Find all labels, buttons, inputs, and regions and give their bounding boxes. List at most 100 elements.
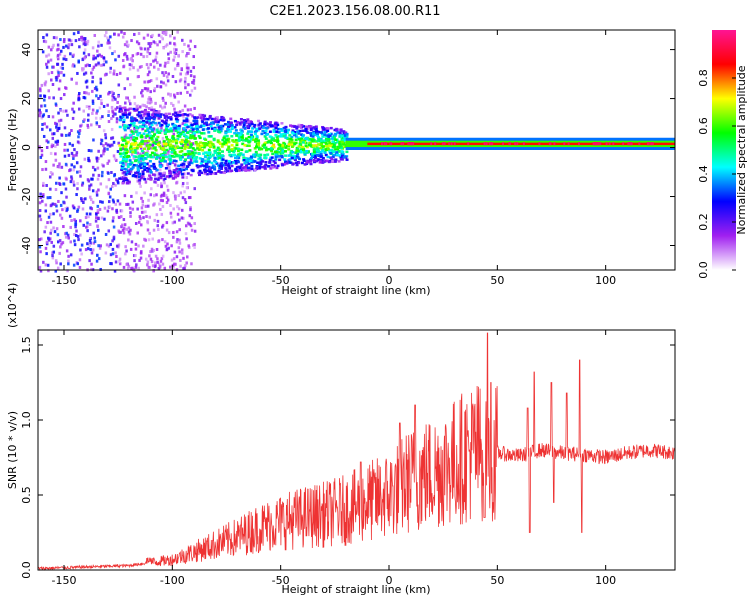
- heatmap-cell: [108, 46, 112, 50]
- heatmap-cell: [212, 145, 216, 148]
- heatmap-cell: [245, 150, 249, 153]
- heatmap-cell: [80, 123, 84, 127]
- heatmap-cell: [71, 204, 75, 208]
- heatmap-cell: [48, 96, 51, 100]
- heatmap-cell: [191, 128, 195, 131]
- heatmap-cell: [72, 154, 76, 158]
- heatmap-cell: [138, 164, 142, 168]
- heatmap-cell: [160, 182, 163, 186]
- heatmap-cell: [287, 128, 291, 132]
- heatmap-cell: [40, 104, 43, 108]
- heatmap-cell: [132, 254, 136, 258]
- heatmap-cell: [276, 138, 280, 141]
- heatmap-cell: [184, 152, 188, 156]
- heatmap-cell: [294, 135, 298, 138]
- heatmap-cell: [196, 116, 200, 119]
- heatmap-cell: [272, 160, 276, 163]
- heatmap-cell: [287, 143, 291, 146]
- heatmap-cell: [181, 143, 185, 147]
- heatmap-cell: [110, 117, 113, 121]
- heatmap-cell: [122, 171, 126, 174]
- heatmap-cell: [288, 161, 292, 164]
- snr-y-multiplier: (x10^4): [6, 283, 19, 328]
- heatmap-cell: [177, 126, 181, 130]
- heatmap-cell: [288, 158, 292, 161]
- heatmap-cell: [161, 106, 164, 110]
- heatmap-cell: [174, 111, 178, 115]
- heatmap-cell: [79, 248, 82, 252]
- heatmap-cell: [230, 144, 234, 147]
- heatmap-cell: [123, 194, 127, 198]
- heatmap-cell: [153, 108, 156, 112]
- heatmap-cell: [220, 161, 224, 165]
- heatmap-cell: [88, 259, 91, 263]
- heatmap-cell: [158, 168, 162, 172]
- heatmap-cell: [130, 147, 134, 151]
- heatmap-cell: [189, 143, 193, 146]
- heatmap-cell: [106, 209, 110, 213]
- heatmap-cell: [340, 150, 344, 153]
- heatmap-cell: [45, 109, 48, 113]
- heatmap-cell: [149, 97, 153, 101]
- heatmap-cell: [306, 131, 310, 134]
- heatmap-cell: [47, 89, 51, 93]
- heatmap-cell: [135, 164, 139, 167]
- heatmap-cell: [237, 139, 241, 142]
- heatmap-cell: [173, 124, 177, 127]
- heatmap-cell: [255, 153, 259, 156]
- heatmap-cell: [323, 139, 327, 142]
- heatmap-cell: [224, 131, 228, 135]
- heatmap-cell: [112, 154, 116, 158]
- heatmap-cell: [338, 142, 342, 146]
- heatmap-cell: [268, 135, 272, 138]
- heatmap-cell: [258, 122, 262, 125]
- heatmap-cell: [211, 172, 215, 175]
- heatmap-cell: [96, 253, 99, 257]
- heatmap-cell: [235, 141, 239, 145]
- heatmap-cell: [60, 133, 63, 137]
- heatmap-cell: [226, 123, 230, 126]
- heatmap-cell: [151, 264, 155, 268]
- heatmap-cell: [246, 118, 250, 121]
- heatmap-cell: [86, 123, 89, 127]
- heatmap-cell: [190, 126, 194, 130]
- heatmap-cell: [153, 133, 157, 136]
- heatmap-cell: [179, 132, 183, 136]
- heatmap-cell: [161, 71, 164, 75]
- heatmap-cell: [75, 193, 78, 197]
- heatmap-cell: [96, 211, 100, 215]
- heatmap-cell: [146, 147, 150, 150]
- heatmap-cell: [45, 252, 48, 256]
- heatmap-cell: [118, 110, 122, 113]
- heatmap-cell: [99, 244, 102, 248]
- spectrogram-y-axis-label: Frequency (Hz): [6, 109, 19, 192]
- heatmap-cell: [180, 146, 184, 150]
- heatmap-cell: [62, 40, 66, 44]
- heatmap-cell: [124, 163, 128, 167]
- heatmap-cell: [130, 153, 134, 157]
- heatmap-cell: [111, 114, 115, 118]
- heatmap-cell: [141, 199, 145, 203]
- heatmap-cell: [81, 57, 85, 61]
- heatmap-cell: [96, 177, 100, 181]
- heatmap-cell: [199, 141, 203, 144]
- heatmap-cell: [179, 158, 183, 161]
- heatmap-cell: [263, 135, 267, 138]
- heatmap-cell: [68, 142, 72, 146]
- heatmap-cell: [48, 175, 52, 179]
- heatmap-cell: [80, 243, 84, 247]
- colorbar-tick-label: 0.2: [697, 213, 710, 231]
- heatmap-cell: [302, 159, 306, 163]
- heatmap-cell: [230, 169, 234, 173]
- heatmap-cell: [139, 157, 143, 160]
- heatmap-cell: [153, 261, 157, 265]
- heatmap-cell: [178, 156, 182, 159]
- heatmap-cell: [122, 167, 126, 171]
- heatmap-cell: [216, 123, 220, 127]
- heatmap-cell: [116, 150, 120, 154]
- heatmap-cell: [55, 261, 58, 265]
- heatmap-cell: [303, 152, 307, 156]
- heatmap-cell: [141, 103, 145, 107]
- heatmap-cell: [43, 122, 46, 126]
- heatmap-cell: [132, 124, 136, 127]
